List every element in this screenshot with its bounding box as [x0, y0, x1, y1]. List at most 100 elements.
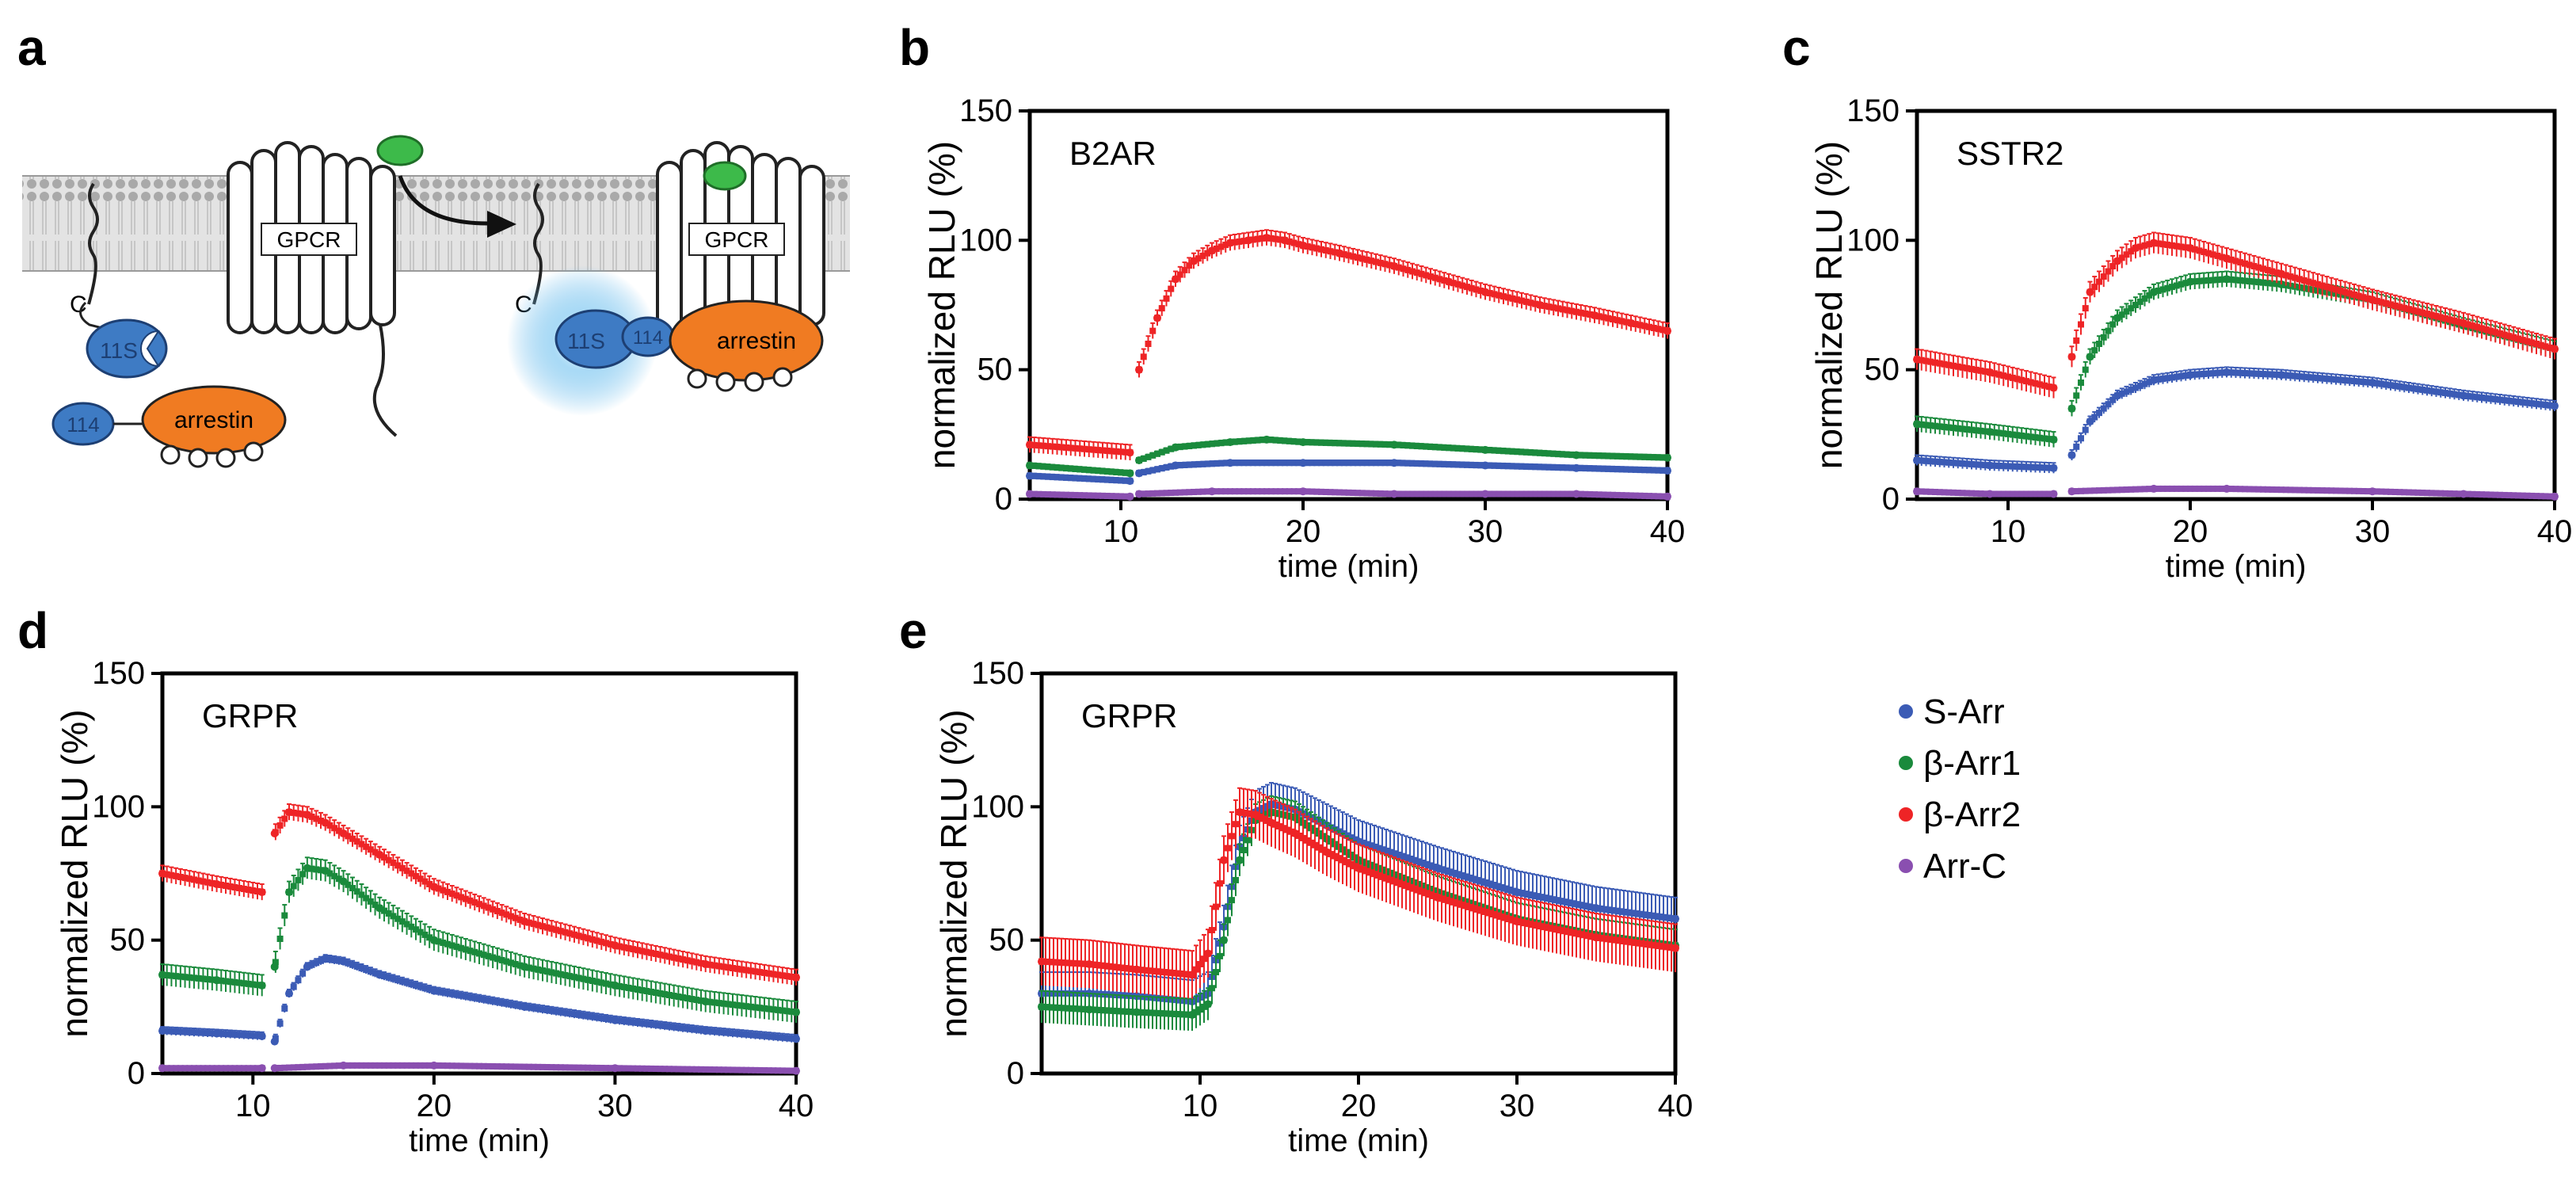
data-point [1208, 487, 1216, 496]
data-marker [1409, 460, 1416, 467]
data-marker [1113, 448, 1120, 455]
data-marker [1595, 465, 1602, 472]
data-marker [1473, 446, 1480, 453]
data-marker [2232, 369, 2239, 376]
data-marker [408, 870, 415, 877]
data-marker [367, 898, 374, 905]
data-marker [2128, 248, 2135, 255]
data-point [520, 963, 529, 971]
data-marker [516, 1063, 524, 1070]
panel-label-d: d [17, 602, 48, 659]
data-marker [204, 976, 211, 983]
data-marker [1413, 460, 1420, 467]
data-marker [1309, 439, 1316, 446]
data-marker [1614, 466, 1621, 473]
lgbit-free-label: 11S [100, 338, 138, 363]
data-marker [1655, 467, 1662, 474]
data-marker [725, 1001, 732, 1008]
data-marker [1058, 444, 1065, 451]
data-marker [616, 1065, 623, 1072]
data-marker [2510, 334, 2517, 341]
data-marker [168, 1028, 175, 1035]
data-marker [408, 981, 415, 988]
data-marker [2537, 493, 2544, 500]
data-marker [2132, 384, 2139, 391]
data-marker [1932, 422, 1938, 429]
data-point [2150, 238, 2158, 247]
data-marker [2506, 397, 2513, 404]
data-marker [308, 865, 315, 872]
data-point [1126, 492, 1134, 501]
data-marker [788, 1067, 795, 1074]
data-marker [2237, 486, 2244, 493]
data-marker [2155, 485, 2162, 492]
data-marker [2227, 486, 2235, 493]
data-marker [1637, 492, 1644, 499]
data-marker [2474, 394, 2481, 401]
data-point [2186, 371, 2194, 379]
data-marker [1482, 879, 1488, 886]
data-marker [2191, 485, 2198, 492]
data-marker [2155, 240, 2162, 247]
data-marker [1646, 467, 1652, 474]
data-marker [250, 1032, 257, 1039]
data-point [1481, 445, 1489, 454]
data-marker [295, 977, 302, 984]
data-marker [1660, 493, 1667, 500]
data-marker [638, 948, 646, 955]
data-point [701, 1027, 710, 1035]
data-marker [1637, 453, 1644, 460]
data-point [1126, 448, 1134, 457]
data-marker [1595, 491, 1602, 498]
data-marker [1609, 906, 1615, 913]
data-marker [2479, 394, 2485, 401]
data-marker [1589, 904, 1595, 911]
data-marker [1446, 461, 1452, 468]
data-marker [1358, 440, 1366, 448]
data-marker [2542, 343, 2549, 350]
data-marker [2282, 272, 2289, 279]
data-marker [1103, 468, 1111, 475]
data-marker [1522, 298, 1530, 305]
data-marker [1168, 463, 1175, 470]
data-marker [585, 1012, 592, 1020]
data-marker [2497, 491, 2503, 498]
data-marker [2242, 277, 2248, 284]
data-marker [1072, 475, 1079, 482]
data-marker [1176, 444, 1183, 451]
data-marker [1545, 463, 1553, 471]
data-marker [1149, 327, 1157, 334]
data-marker [1545, 303, 1553, 311]
data-marker [589, 936, 596, 943]
data-marker [1587, 452, 1594, 459]
data-marker [1977, 427, 1984, 434]
data-marker [1423, 860, 1429, 868]
data-marker [2292, 486, 2299, 494]
y-tick-label: 0 [128, 1056, 145, 1091]
data-marker [1049, 491, 1056, 498]
data-marker [173, 1065, 180, 1072]
data-marker [638, 986, 646, 993]
data-marker [326, 956, 333, 963]
data-marker [168, 972, 175, 979]
data-marker [1441, 444, 1448, 451]
data-marker [1245, 488, 1252, 495]
data-point [375, 971, 384, 979]
smbit-free-label: 114 [67, 413, 99, 437]
data-marker [2032, 463, 2039, 471]
data-marker [417, 983, 424, 990]
data-marker [688, 1026, 695, 1033]
series-s-arr [1038, 782, 1679, 1024]
data-marker [2337, 288, 2344, 295]
data-marker [218, 977, 225, 984]
data-point [2049, 383, 2058, 392]
data-marker [2146, 486, 2153, 493]
data-point [1336, 249, 1343, 257]
data-marker [657, 1022, 664, 1029]
series-arr-c [158, 1061, 800, 1075]
y-tick-label: 0 [1007, 1056, 1024, 1091]
data-marker [2260, 486, 2266, 493]
data-marker [1322, 460, 1329, 467]
data-marker [1491, 462, 1498, 469]
data-marker [2396, 383, 2403, 390]
